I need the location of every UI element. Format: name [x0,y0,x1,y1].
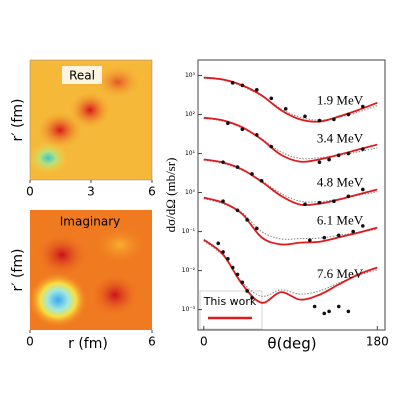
x-axis-label: θ(deg) [267,335,316,353]
imaginary-heatmap [28,210,152,330]
heatmap-blob [70,92,110,128]
data-point [303,202,307,207]
heatmap-blob [38,112,82,148]
data-point [254,226,259,231]
data-point [235,165,240,169]
heatmap-blob [91,273,139,317]
y-tick-label: 10² [185,111,196,118]
heatmap-blob [28,272,88,328]
data-point [308,238,312,243]
data-point [240,280,245,285]
series-label: 4.8 MeV [317,175,364,190]
data-point [346,112,351,117]
data-point [336,153,341,158]
series-label: 1.9 MeV [317,93,364,108]
series-label: 7.6 MeV [317,266,364,281]
y-tick-label: 10³ [185,72,196,79]
y-tick-label: 10⁰ [185,189,196,196]
data-point [283,107,288,111]
y-tick-label: 10⁻² [182,267,196,274]
data-point [361,104,365,109]
x-tick-label: 6 [148,185,156,199]
data-point [327,309,331,314]
data-point [221,160,225,165]
data-point [240,83,245,88]
heatmap-blob [92,225,148,265]
x-tick-label: 0 [26,335,34,349]
data-point [254,88,259,92]
data-point [303,114,307,119]
data-point [312,304,317,309]
data-point [250,296,254,300]
legend-label: This work [203,295,257,308]
data-point [240,127,245,132]
data-point [230,81,235,85]
data-point [361,224,365,228]
data-point [226,121,230,125]
data-point [254,133,259,137]
heatmap-blob [28,142,68,174]
x-tick-label: 0 [26,185,34,199]
x-tick-label: 6 [148,335,156,349]
x-tick-label: 3 [87,185,95,199]
data-point [317,160,322,165]
data-point [245,289,249,293]
data-point [235,208,240,213]
fit-curve [203,196,378,246]
heatmap-title: Imaginary [60,215,121,229]
data-point [327,157,331,162]
data-point [332,199,336,204]
data-point [336,304,341,309]
series-label: 3.4 MeV [317,130,364,145]
x-axis-label: r (fm) [68,336,108,352]
data-point [361,147,365,151]
x-tick-label: 0 [200,335,208,349]
y-axis-label: dσ/dΩ (mb/sr) [163,158,178,233]
data-point [351,229,355,234]
data-point [259,179,264,183]
data-point [361,187,365,192]
data-point [230,265,235,270]
title-box [62,66,102,84]
data-point [269,96,274,101]
y-axis-label: r′ (fm) [10,99,26,142]
data-point [322,235,327,240]
data-point [245,218,249,222]
data-point [322,311,327,316]
data-point [332,117,336,122]
data-point [221,250,225,254]
data-point [317,118,322,123]
data-point [317,200,322,205]
y-tick-label: 10¹ [185,150,196,157]
data-point [221,199,225,204]
heatmap-blob [96,66,140,98]
data-point [226,257,230,261]
data-point [346,151,351,156]
y-tick-label: 10⁻³ [182,306,196,313]
heatmap-blob [36,233,88,277]
y-tick-label: 10⁻¹ [182,228,196,235]
plot-frame [197,59,386,331]
data-point [216,241,221,246]
data-point [269,144,274,149]
x-tick-label: 180 [366,335,389,349]
data-point [346,194,351,199]
data-point [336,233,341,238]
y-axis-label: r′ (fm) [10,249,26,292]
data-point [346,309,351,314]
heatmap-title: Real [69,69,95,83]
data-point [235,272,240,277]
data-point [250,172,254,176]
series-label: 6.1 MeV [317,213,364,228]
